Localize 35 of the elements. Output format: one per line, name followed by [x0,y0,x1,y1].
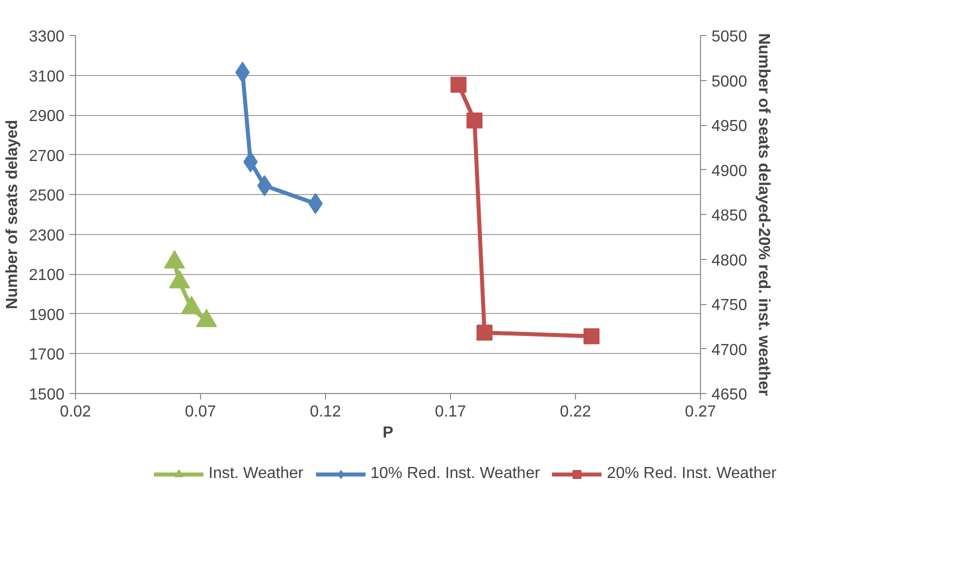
y2-tick-label: 4750 [712,297,748,314]
y-tick-label: 1900 [28,306,65,324]
x-tick-label: 0.17 [434,404,466,420]
legend-label: 20% Red. Inst. Weather [606,465,777,483]
y2-tick-label: 4650 [712,386,748,404]
y-tick-label: 2900 [28,108,65,126]
legend-label: Inst. Weather [208,465,304,483]
y-tick-label: 3300 [28,28,65,46]
y-tick-label: 1700 [28,346,65,364]
point [584,328,600,344]
y2-tick-label: 5050 [712,28,748,46]
x-tick-label: 0.12 [310,404,342,420]
y-tick-label: 3100 [28,68,65,86]
x-tick-label: 0.22 [560,404,592,420]
y-tick-label: 2100 [28,267,65,284]
point [476,324,492,341]
point [450,76,466,93]
y-tick-label: 1500 [28,386,65,404]
x-tick-label: 0.02 [60,404,92,420]
y2-axis-title: Number of seats delayed-20% red. inst. weather [755,33,772,396]
y-tick-label: 2300 [28,227,65,244]
y2-tick-label: 5000 [712,73,748,90]
y-tick-label: 2500 [28,188,65,205]
y-tick-label: 2700 [28,148,65,165]
y-axis-title: Number of seats delayed [4,120,21,310]
y2-tick-label: 4900 [712,162,748,180]
y2-tick-label: 4800 [712,252,748,270]
legend-label: 10% Red. Inst. Weather [370,465,540,483]
x-tick-label: 0.07 [184,404,216,420]
y2-tick-label: 4850 [712,208,748,224]
point [466,112,482,129]
x-axis-title: P [382,424,394,442]
x-tick-label: 0.27 [684,404,716,420]
y2-tick-label: 4950 [712,118,748,135]
y2-tick-label: 4700 [712,342,748,359]
